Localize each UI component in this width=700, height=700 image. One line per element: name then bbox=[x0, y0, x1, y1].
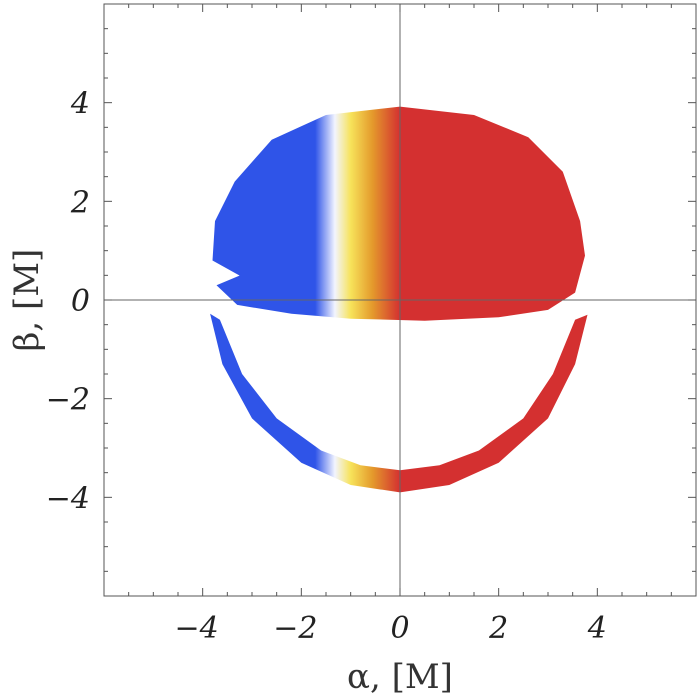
x-axis-label: α, [M] bbox=[347, 657, 453, 697]
y-tick-label: −4 bbox=[46, 481, 90, 516]
lower-ring bbox=[210, 313, 588, 493]
x-tick-label: 0 bbox=[390, 611, 409, 646]
x-tick-label: −4 bbox=[175, 611, 219, 646]
zero-lines bbox=[104, 4, 696, 596]
x-tick-label: 2 bbox=[488, 611, 508, 646]
x-tick-label: 4 bbox=[587, 611, 607, 646]
y-axis-label: β, [M] bbox=[7, 249, 47, 352]
y-tick-label: 0 bbox=[71, 284, 90, 319]
y-ticks: −4 −2 0 2 4 bbox=[46, 3, 696, 597]
x-tick-label: −2 bbox=[273, 611, 317, 646]
upper-ring bbox=[212, 106, 585, 321]
y-tick-label: −2 bbox=[46, 383, 90, 418]
plot-area bbox=[210, 106, 588, 493]
y-tick-label: 2 bbox=[70, 185, 90, 220]
y-tick-label: 4 bbox=[70, 87, 90, 122]
x-ticks: −4 −2 0 2 4 bbox=[103, 4, 697, 646]
